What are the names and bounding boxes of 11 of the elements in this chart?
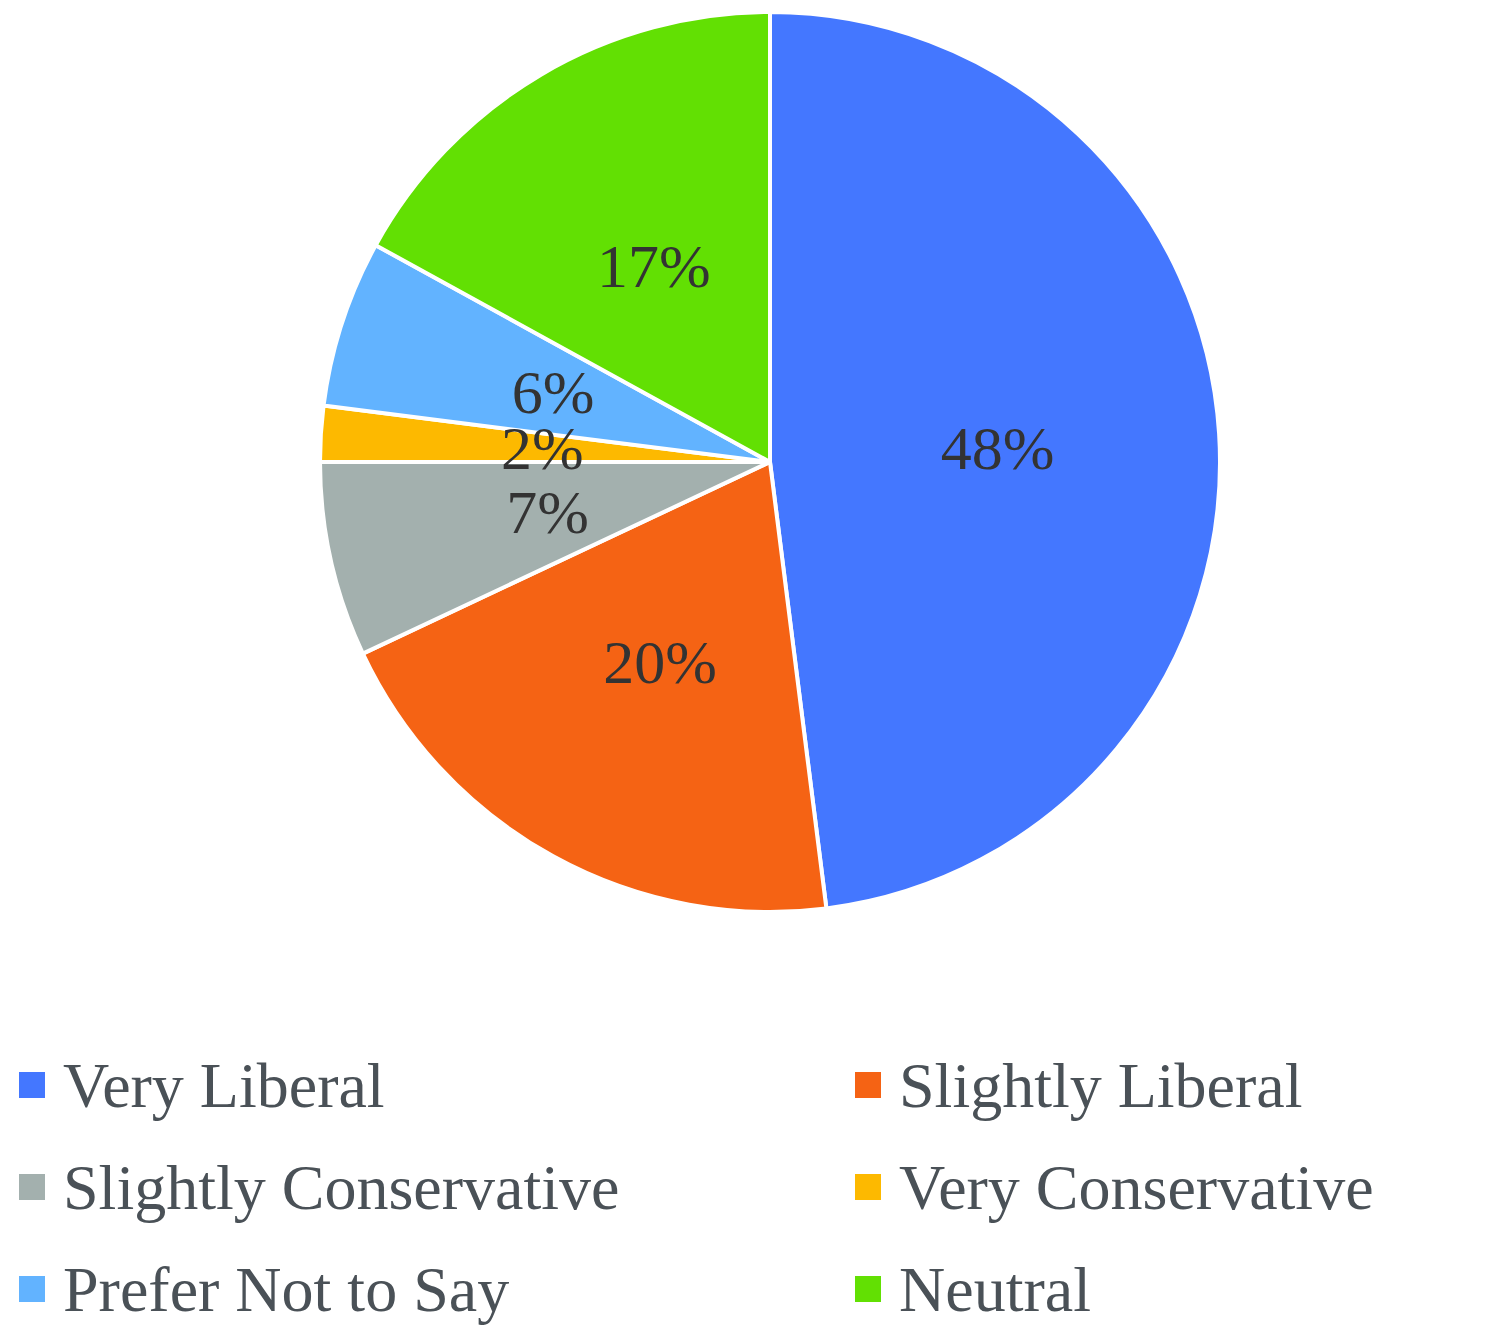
legend-label: Slightly Liberal [899,1049,1303,1121]
data-label: 17% [597,231,711,300]
legend-label: Very Conservative [899,1151,1374,1223]
data-label: 20% [603,627,717,696]
legend-label: Very Liberal [63,1049,385,1121]
data-label: 7% [506,477,589,546]
legend-label: Neutral [899,1253,1091,1325]
legend-label: Slightly Conservative [63,1151,620,1223]
legend-label: Prefer Not to Say [63,1253,510,1325]
data-label: 48% [940,413,1055,482]
data-label: 6% [511,357,595,426]
